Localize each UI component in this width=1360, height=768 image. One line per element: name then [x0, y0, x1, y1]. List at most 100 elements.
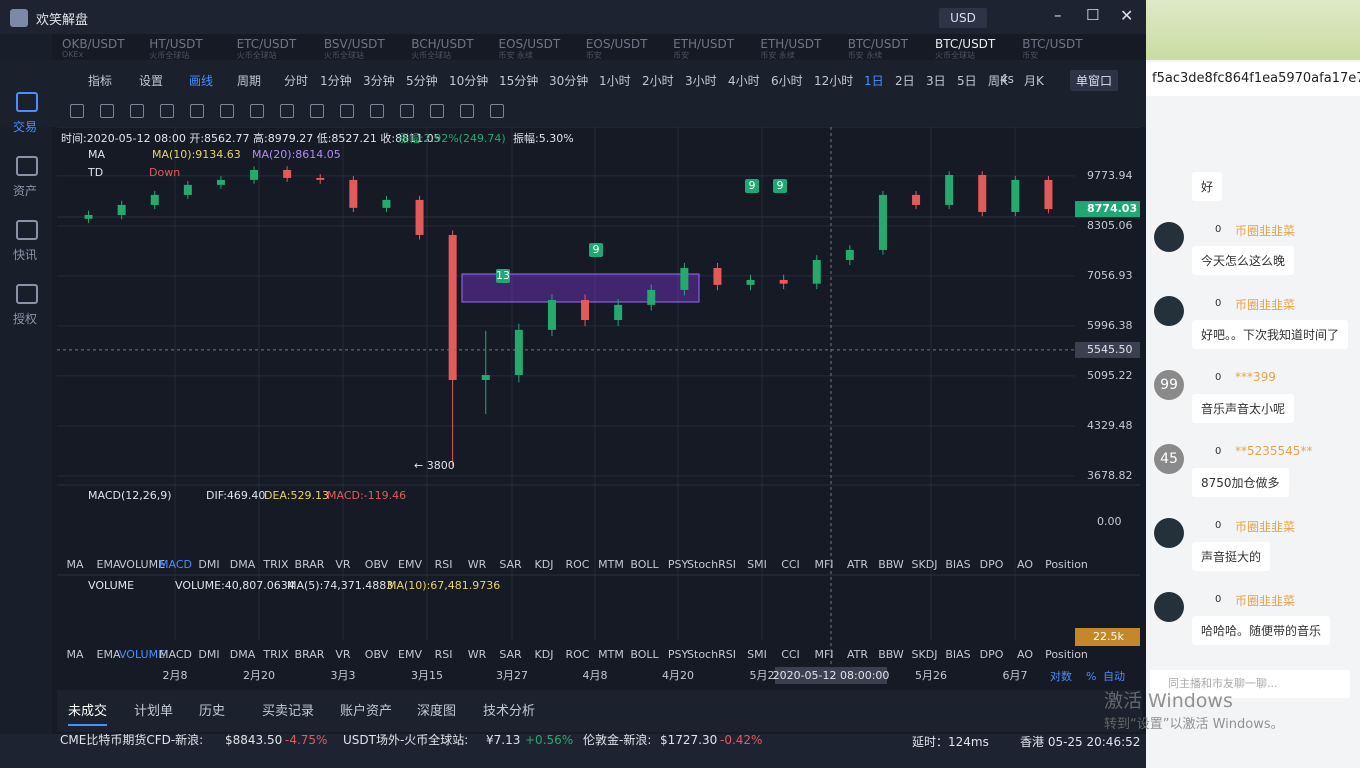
timeframe-button[interactable]: 月K — [1024, 74, 1044, 88]
price-axis-bg — [1075, 127, 1140, 690]
draw-tool[interactable] — [400, 104, 414, 118]
pair-tab[interactable]: EOS/USDT — [585, 37, 648, 51]
draw-tool[interactable] — [190, 104, 204, 118]
pair-tab[interactable]: BTC/USDT — [1022, 37, 1083, 51]
timeframe-button[interactable]: 12小时 — [814, 74, 854, 88]
timeframe-button[interactable]: 2小时 — [642, 74, 674, 88]
draw-tool[interactable] — [220, 104, 234, 118]
timeframe-button[interactable]: 分时 — [284, 74, 309, 88]
chat-input[interactable]: 同主播和市友聊一聊... — [1150, 670, 1350, 698]
refresh-interval[interactable]: 4s — [1000, 72, 1014, 86]
volume-ma10: MA(10):67,481.9736 — [387, 579, 501, 592]
maximize-button[interactable]: ☐ — [1086, 6, 1100, 24]
crosshair-date-bg — [775, 667, 887, 684]
timeframe-button[interactable]: 30分钟 — [549, 74, 589, 88]
sidebar-label[interactable]: 快讯 — [13, 248, 38, 262]
timeframe-button[interactable]: 周K — [988, 74, 1008, 88]
timeframe-button[interactable]: 1小时 — [599, 74, 631, 88]
timeframe-button[interactable]: 3小时 — [685, 74, 717, 88]
timeframe-button[interactable]: 10分钟 — [449, 74, 489, 88]
timeframe-button[interactable]: 1分钟 — [320, 74, 352, 88]
indicator-option: MACD — [159, 648, 192, 661]
pair-tab[interactable]: EOS/USDT — [498, 37, 561, 51]
sidebar-label[interactable]: 交易 — [13, 120, 38, 134]
td-mark: 9 — [749, 179, 756, 192]
bottom-tab[interactable]: 买卖记录 — [262, 704, 315, 719]
toolbar-button[interactable]: 设置 — [139, 74, 164, 88]
draw-tool[interactable] — [370, 104, 384, 118]
chat-avatar: 45 — [1154, 444, 1184, 474]
pair-tab[interactable]: ETH/USDT — [760, 37, 822, 51]
chat-level: 0 — [1215, 372, 1222, 383]
timeframe-button[interactable]: 2日 — [895, 74, 915, 88]
indicator-option: ATR — [847, 648, 868, 661]
volume-value: VOLUME:40,807.0634 — [175, 579, 295, 592]
macd-dea: DEA:529.13 — [264, 489, 329, 502]
pair-tab[interactable]: HT/USDT — [149, 37, 203, 51]
pair-tab[interactable]: BCH/USDT — [411, 37, 474, 51]
candle-body — [647, 289, 656, 305]
draw-tool[interactable] — [160, 104, 174, 118]
chat-level: 0 — [1215, 446, 1222, 457]
y-tick-label: 8305.06 — [1087, 219, 1133, 232]
chat-avatar — [1154, 296, 1184, 326]
window-mode[interactable]: 单窗口 — [1070, 70, 1119, 91]
pair-tab-sub: 火币全球站 — [149, 51, 190, 60]
td-badge — [496, 269, 510, 283]
bottom-tab[interactable]: 技术分析 — [483, 704, 536, 719]
ticker-change: -0.42% — [720, 733, 763, 747]
bottom-tab[interactable]: 深度图 — [417, 704, 457, 719]
bottom-tab[interactable]: 计划单 — [134, 704, 174, 719]
indicator-option: DMI — [198, 558, 219, 571]
indicator-option: DMI — [198, 648, 219, 661]
timeframe-button[interactable]: 15分钟 — [499, 74, 539, 88]
draw-tool[interactable] — [100, 104, 114, 118]
draw-tool[interactable] — [250, 104, 264, 118]
timeframe-button[interactable]: 3日 — [926, 74, 946, 88]
bottom-tab[interactable]: 账户资产 — [340, 704, 393, 719]
draw-tool[interactable] — [490, 104, 504, 118]
period-label[interactable]: 周期 — [237, 74, 262, 88]
candle-body — [581, 299, 590, 321]
bottom-tab[interactable]: 未成交 — [68, 700, 108, 726]
indicator-option: SMI — [747, 558, 767, 571]
pair-tab[interactable]: ETC/USDT — [236, 37, 297, 51]
x-tick-label: 4月8 — [583, 669, 608, 682]
x-tick-label: 6月7 — [1003, 669, 1028, 682]
timeframe-button[interactable]: 1日 — [864, 74, 884, 88]
pair-tab[interactable]: BTC/USDT — [935, 37, 996, 51]
draw-tool[interactable] — [340, 104, 354, 118]
indicator-option: ROC — [566, 648, 590, 661]
chat-user: 币圈韭韭菜 — [1235, 520, 1296, 534]
close-button[interactable]: ✕ — [1120, 6, 1134, 25]
indicator-option: BBW — [878, 558, 904, 571]
toolbar-button[interactable]: 画线 — [189, 74, 214, 88]
pair-tab[interactable]: BTC/USDT — [847, 37, 908, 51]
indicator-option: BRAR — [295, 558, 325, 571]
timeframe-button[interactable]: 4小时 — [728, 74, 760, 88]
draw-tool[interactable] — [310, 104, 324, 118]
sidebar-label[interactable]: 授权 — [13, 312, 38, 326]
bottom-tab[interactable]: 历史 — [199, 704, 226, 719]
toolbar-button[interactable]: 指标 — [88, 74, 113, 88]
timeframe-button[interactable]: 5分钟 — [406, 74, 438, 88]
timeframe-button[interactable]: 5日 — [957, 74, 977, 88]
pair-tab[interactable]: BSV/USDT — [323, 37, 385, 51]
draw-tool[interactable] — [430, 104, 444, 118]
pair-tab[interactable]: OKB/USDT — [62, 37, 125, 51]
draw-tool[interactable] — [70, 104, 84, 118]
draw-tool[interactable] — [460, 104, 474, 118]
indicator-option: WR — [468, 558, 487, 571]
pair-tab[interactable]: ETH/USDT — [673, 37, 735, 51]
draw-tool[interactable] — [130, 104, 144, 118]
draw-tool[interactable] — [280, 104, 294, 118]
current-price-label: 8774.03 — [1087, 202, 1137, 215]
chat-level: 0 — [1215, 298, 1222, 309]
sidebar-label[interactable]: 资产 — [13, 184, 38, 198]
indicator-option: CCI — [781, 648, 800, 661]
timeframe-button[interactable]: 6小时 — [771, 74, 803, 88]
minimize-button[interactable]: – — [1054, 6, 1062, 24]
currency-select[interactable]: USD — [939, 8, 987, 28]
indicator-option: BIAS — [945, 648, 970, 661]
timeframe-button[interactable]: 3分钟 — [363, 74, 395, 88]
